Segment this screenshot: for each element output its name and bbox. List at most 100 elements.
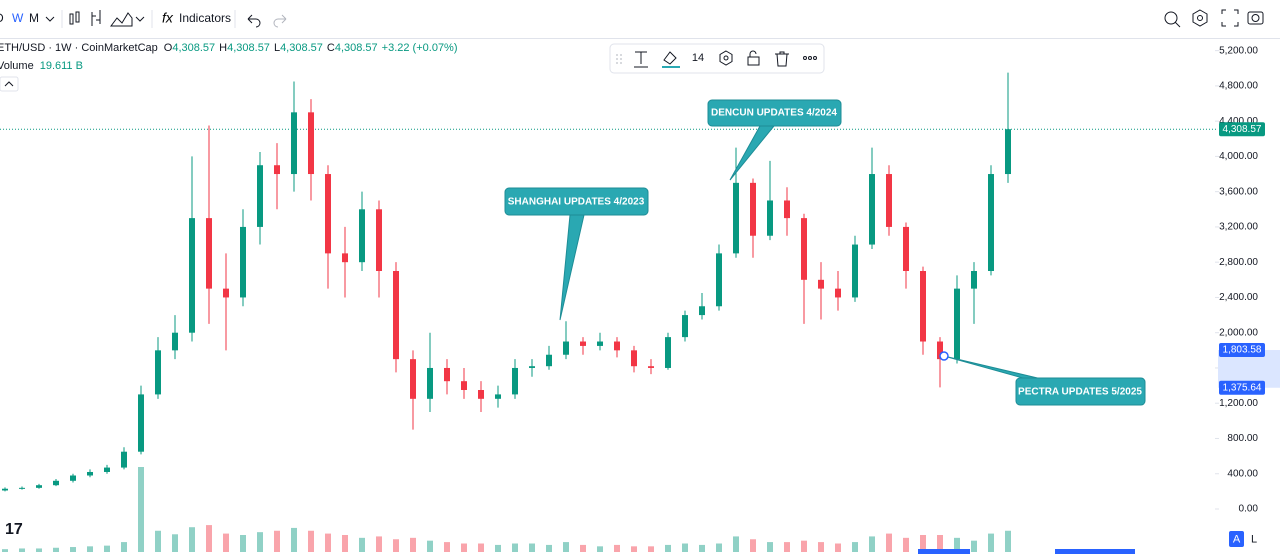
price-tag-label: 1,803.58	[1223, 345, 1262, 356]
volume-bar	[325, 533, 331, 552]
annotation-text: PECTRA UPDATES 5/2025	[1018, 387, 1142, 398]
volume-bar	[155, 530, 161, 552]
candle-body	[903, 226, 909, 271]
interval-d[interactable]: D	[0, 11, 4, 25]
candle-body	[342, 253, 348, 263]
volume-bar	[699, 544, 705, 552]
auto-scale-button[interactable]	[1229, 531, 1244, 547]
candle-body	[580, 341, 586, 346]
candle-body	[19, 487, 25, 489]
anchor-point[interactable]	[939, 351, 949, 361]
y-tick-label: 4,800.00	[1219, 81, 1258, 92]
volume-bar	[733, 536, 739, 552]
legend-ohlc: O4,308.57 H4,308.57 L4,308.57 C4,308.57	[164, 42, 378, 54]
volume-bar	[971, 540, 977, 552]
legend-value: 4,308.57	[172, 42, 215, 54]
volume-bar	[750, 539, 756, 552]
legend-key: C	[327, 42, 335, 54]
fx-icon[interactable]: fx	[162, 10, 174, 26]
volume-bar	[427, 540, 433, 552]
undo[interactable]	[247, 14, 261, 28]
redo[interactable]	[273, 14, 287, 28]
legend-symbol: ETH/USD · 1W · CoinMarketCap	[0, 42, 158, 54]
volume-bar	[274, 530, 280, 552]
volume-bar	[257, 532, 263, 552]
y-tick-label: 4,400.00	[1219, 116, 1258, 127]
candle-body	[1005, 129, 1011, 175]
candle-body	[376, 209, 382, 271]
volume-bar	[597, 546, 603, 552]
y-tick-label: 3,200.00	[1219, 222, 1258, 233]
candle-body	[393, 271, 399, 360]
volume-bar	[767, 542, 773, 552]
candle-body	[172, 332, 178, 351]
collapse-button[interactable]	[0, 76, 19, 92]
volume-legend: Volume 19.611 B	[0, 60, 83, 72]
volume-bar	[716, 543, 722, 552]
candle-body	[716, 253, 722, 307]
volume-bar	[308, 530, 314, 552]
collapse-icon	[4, 81, 14, 87]
tv-logo: 17	[5, 521, 23, 538]
candle-body	[988, 174, 994, 271]
drawing-tools[interactable]	[616, 50, 817, 68]
candle-body	[546, 354, 552, 367]
annotation-dencun: DENCUN UPDATES 4/2024	[707, 99, 842, 181]
volume-bar	[461, 543, 467, 552]
candle-body	[563, 341, 569, 355]
volume-bar	[920, 535, 926, 552]
candle-body	[801, 218, 807, 280]
font-size[interactable]: 14	[692, 52, 704, 64]
volume-bar	[835, 543, 841, 552]
candle-body	[104, 467, 110, 472]
volume-bar	[937, 535, 943, 552]
candle-body	[529, 366, 535, 368]
candle-body	[614, 341, 620, 351]
price-tag-label: 1,375.64	[1223, 382, 1262, 393]
interval-w[interactable]: W	[12, 11, 24, 25]
price-tag	[1219, 122, 1265, 137]
volume-bar	[240, 535, 246, 552]
candle-body	[461, 381, 467, 390]
top-right-icons[interactable]	[1164, 9, 1264, 28]
candle-body	[240, 226, 246, 298]
candle-body	[87, 471, 93, 476]
candle-body	[512, 367, 518, 395]
candle-body	[223, 288, 229, 298]
volume-label: Volume	[0, 60, 34, 72]
candle-body	[818, 279, 824, 289]
annotation-text: DENCUN UPDATES 4/2024	[711, 108, 837, 119]
candle-body	[631, 350, 637, 367]
candle-body	[444, 367, 450, 382]
volume-bar	[512, 543, 518, 552]
interval-m[interactable]: M	[29, 11, 39, 25]
range-highlight	[1055, 549, 1135, 554]
legend-value: 4,308.57	[227, 42, 270, 54]
volume-bar	[546, 544, 552, 552]
annotation-pectra: PECTRA UPDATES 5/2025	[939, 351, 1146, 406]
candle-body	[155, 350, 161, 395]
volume-bar	[206, 525, 212, 552]
candle-body	[189, 218, 195, 333]
volume-bar	[19, 548, 25, 552]
volume-bar	[53, 547, 59, 552]
legend: ETH/USD · 1W · CoinMarketCap O4,308.57 H4,…	[0, 42, 458, 54]
chart-type-icons[interactable]	[69, 10, 145, 27]
y-tick-label: 0.00	[1239, 504, 1259, 515]
range-highlight	[918, 549, 970, 554]
log-scale-label[interactable]: L	[1251, 533, 1257, 545]
interval-dropdown[interactable]	[45, 16, 55, 22]
candle-body	[36, 485, 42, 488]
volume-bar	[172, 534, 178, 552]
volume-bar	[478, 543, 484, 552]
candle-body	[920, 271, 926, 342]
volume-bar	[444, 542, 450, 552]
y-tick-label: 5,200.00	[1219, 45, 1258, 56]
candle-body	[699, 306, 705, 316]
candle-body	[648, 366, 654, 368]
indicators-button[interactable]: Indicators	[179, 11, 231, 25]
candle-body	[291, 112, 297, 175]
volume-bar	[648, 546, 654, 552]
volume-bar	[529, 543, 535, 552]
annotation-shanghai: SHANGHAI UPDATES 4/2023	[504, 187, 649, 321]
